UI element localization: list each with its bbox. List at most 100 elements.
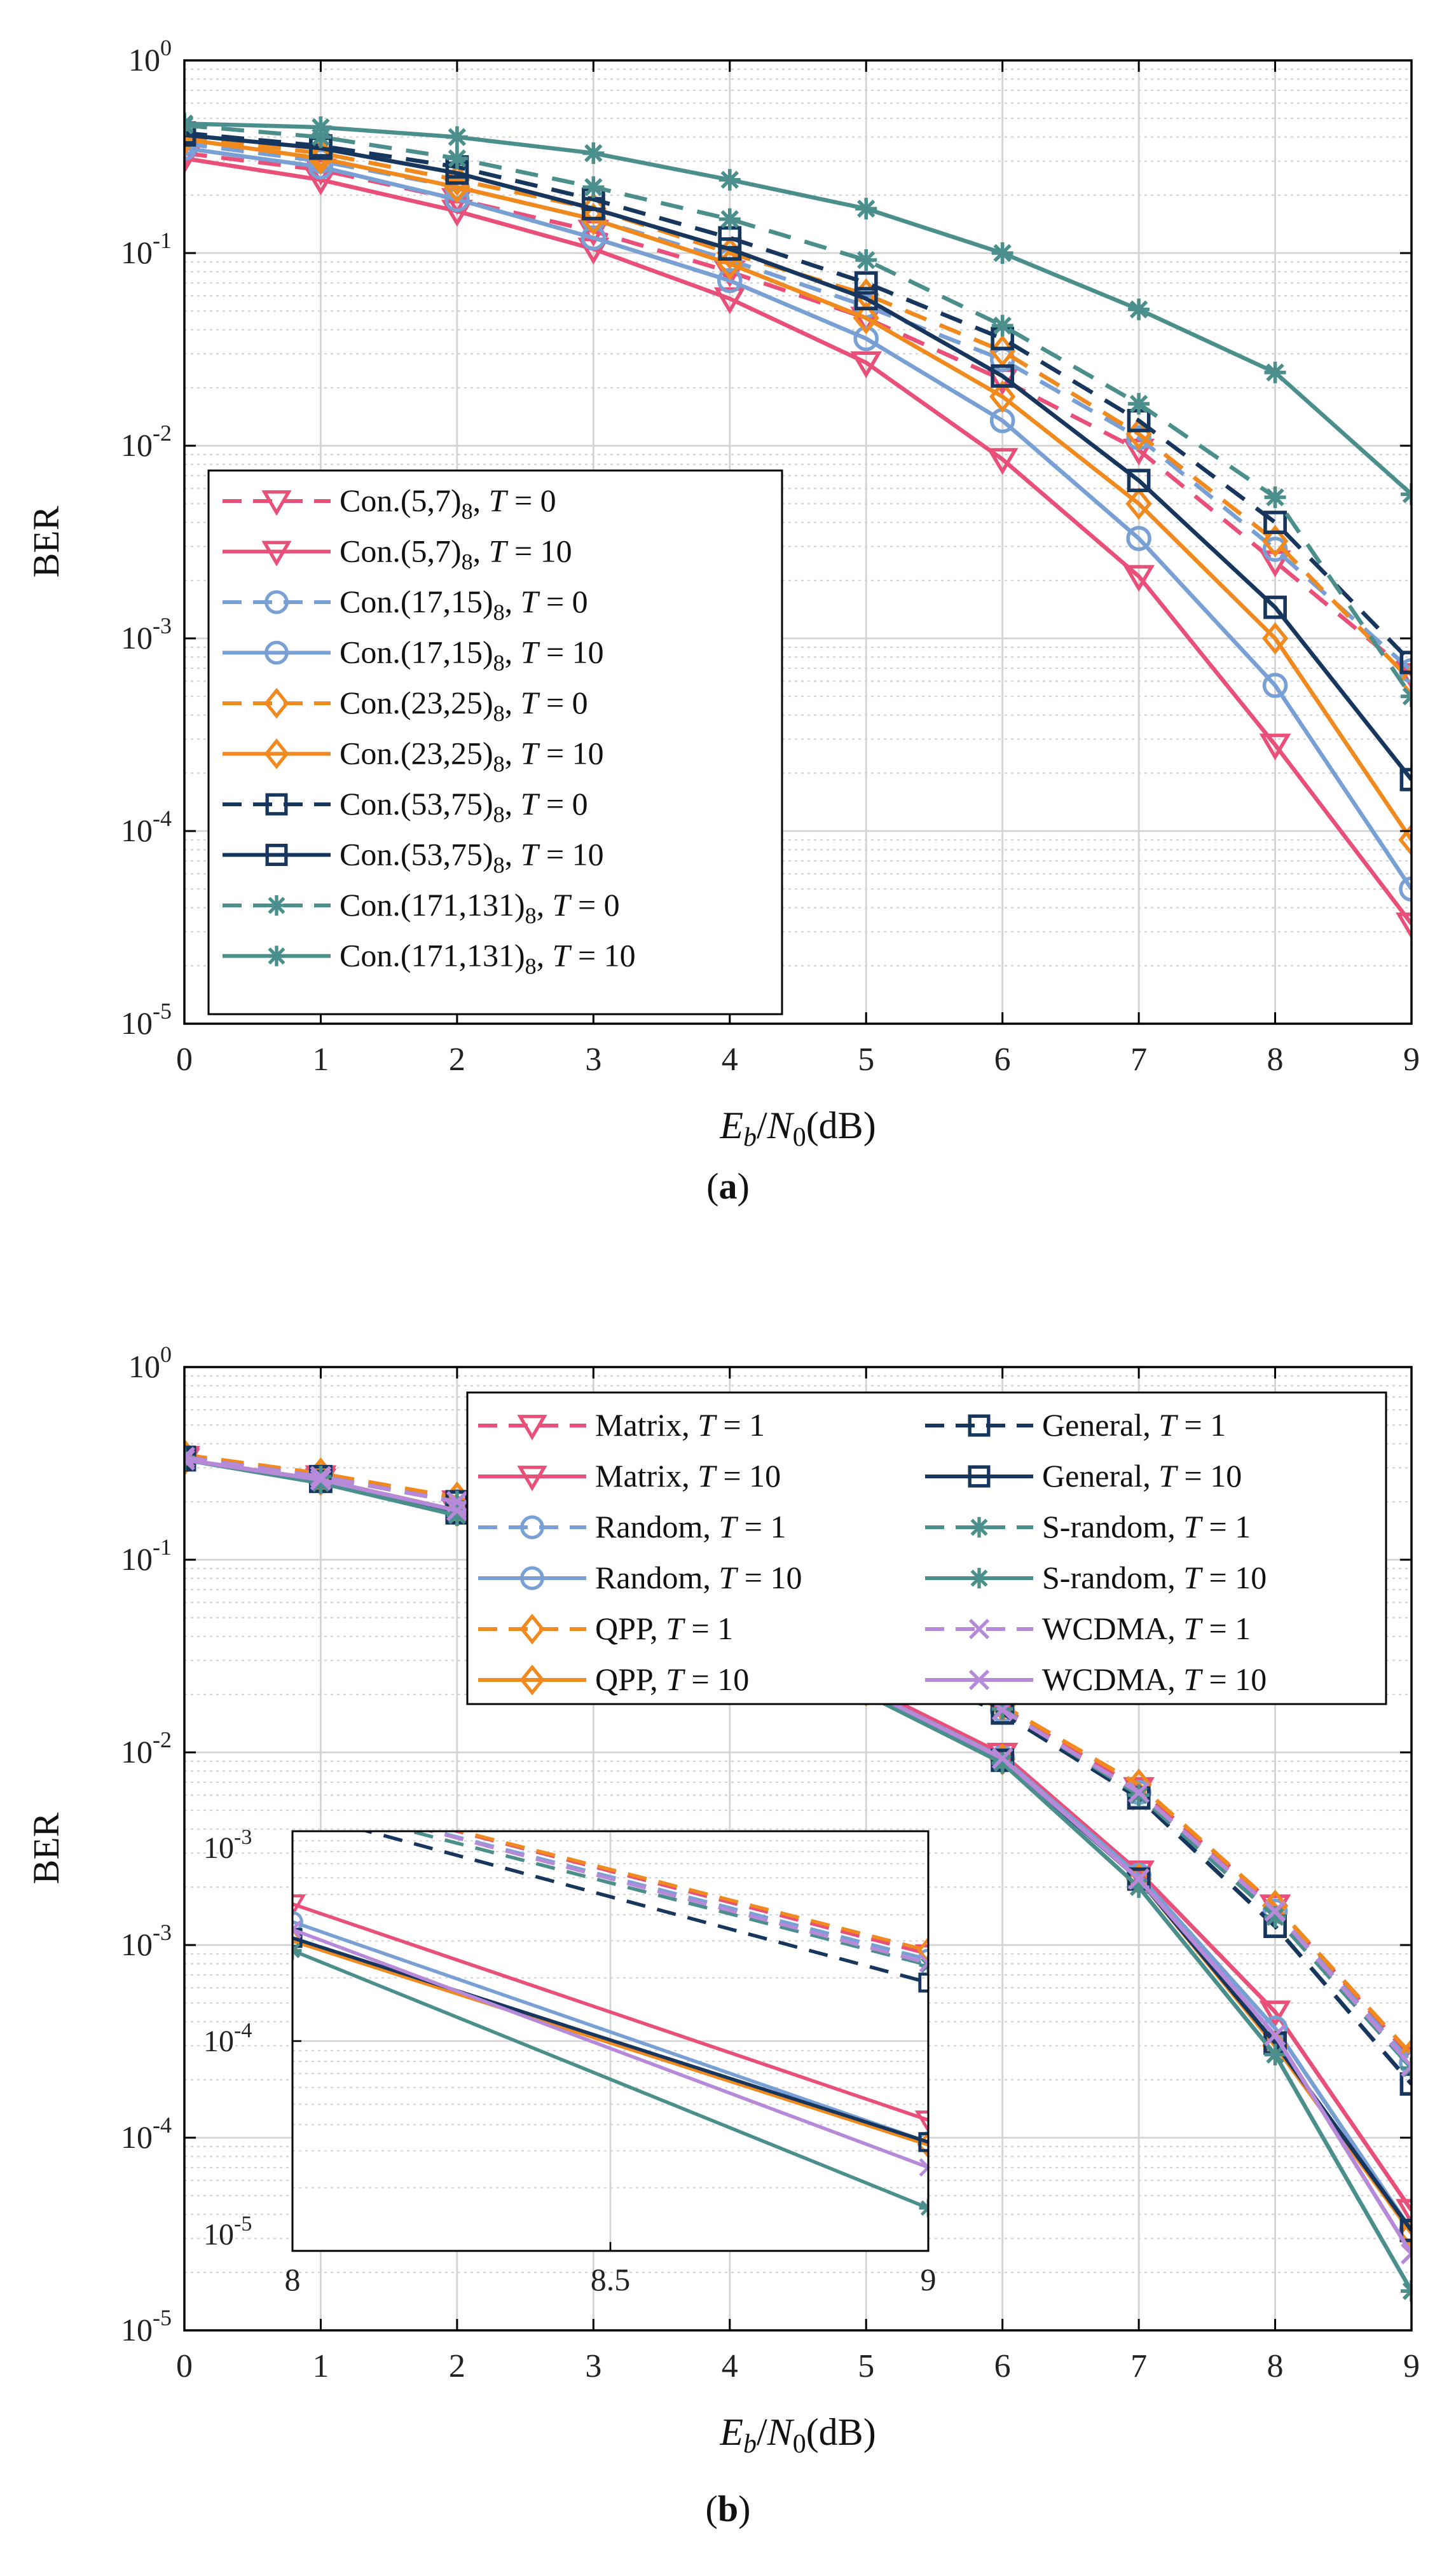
data-point	[1398, 823, 1411, 856]
legend-entry-con-17-15-8-t-0: Con.(17,15)8, T = 0	[223, 584, 588, 625]
y-tick-label: 10-1	[121, 1534, 172, 1577]
data-point	[991, 364, 1015, 388]
legend-marker	[517, 1466, 547, 1492]
series-con-5-7-8-t-10	[184, 147, 1411, 940]
legend-label: Con.(17,15)8, T = 0	[340, 584, 588, 625]
legend-label: General, T = 1	[1042, 1407, 1226, 1443]
inset-y-tick-label: 10-5	[203, 2212, 252, 2252]
data-point	[718, 168, 741, 191]
legend-entry-general-t-1: General, T = 1	[925, 1407, 1226, 1443]
series-qpp-t-1-inset	[284, 1777, 928, 1965]
legend-entry-wcdma-t-1: WCDMA, T = 1	[925, 1611, 1251, 1646]
data-point	[184, 1448, 195, 1471]
data-point	[1396, 912, 1411, 940]
series-a	[184, 113, 1411, 940]
data-point	[1398, 2217, 1411, 2250]
data-point	[1401, 2055, 1411, 2077]
series-con-53-75-8-t-10	[184, 123, 1411, 792]
x-tick-label: 1	[312, 2348, 329, 2384]
data-point	[1126, 526, 1151, 551]
y-axis-label: BER	[25, 505, 67, 577]
data-point	[582, 176, 605, 198]
series-line	[292, 1936, 928, 2144]
legend-entry-con-53-75-8-t-10: Con.(53,75)8, T = 10	[223, 837, 604, 878]
legend-label: Con.(5,7)8, T = 0	[340, 483, 556, 524]
data-point	[1128, 1781, 1150, 1803]
x-tick-label: 5	[858, 2348, 874, 2384]
legend-label: Con.(171,131)8, T = 0	[340, 887, 620, 928]
y-tick-label: 10-1	[121, 228, 172, 270]
data-point	[1264, 2024, 1286, 2046]
series-line	[184, 146, 1411, 891]
data-point	[1401, 483, 1411, 505]
x-tick-label: 7	[1130, 2348, 1147, 2384]
legend-marker	[519, 1664, 545, 1696]
legend-box	[466, 1391, 1387, 1705]
x-axis-label: Eb/N0(dB)	[719, 1104, 876, 1152]
legend-entry-qpp-t-10: QPP, T = 10	[478, 1661, 749, 1697]
y-tick-label: 10-5	[121, 2305, 172, 2348]
data-point	[919, 1954, 928, 1972]
legend-b: Matrix, T = 1 Matrix, T = 10 Random, T = 1…	[466, 1391, 1387, 1705]
legend-label: Con.(23,25)8, T = 0	[340, 685, 588, 726]
series-line	[184, 156, 1411, 925]
inset-plot: 10-5 10-4 10-3 8 8.5 9	[203, 1777, 937, 2297]
axes-frame	[183, 59, 1413, 1025]
y-tick-label: 10-2	[121, 1727, 172, 1770]
x-tick-label: 9	[1403, 1042, 1420, 1078]
legend-entry-con-5-7-8-t-0: Con.(5,7)8, T = 0	[223, 483, 556, 524]
series-line	[361, 1831, 928, 1984]
data-point	[292, 1911, 303, 1933]
legend-marker	[968, 1516, 990, 1538]
data-point	[1398, 664, 1411, 698]
data-point	[1398, 2038, 1411, 2071]
data-point	[855, 249, 877, 271]
data-point	[1401, 2280, 1411, 2302]
x-tick-label: 1	[312, 1042, 329, 1078]
data-point	[717, 268, 743, 294]
data-point	[1261, 622, 1289, 655]
inset-y-tick-label: 10-3	[203, 1826, 252, 1865]
legend-marker	[968, 1669, 990, 1691]
y-axis-label: BER	[25, 1812, 67, 1884]
sublabel-a: (a)	[706, 1165, 750, 1207]
y-tick-label: 10-5	[121, 998, 172, 1041]
data-point	[1128, 393, 1150, 415]
data-point	[284, 1786, 301, 1803]
data-point	[1128, 1868, 1150, 1890]
x-tick-label: 8	[1267, 2348, 1284, 2384]
legend-entry-qpp-t-1: QPP, T = 1	[478, 1611, 733, 1646]
data-point	[310, 1469, 332, 1491]
data-point	[1396, 2199, 1411, 2226]
legend-entry-matrix-t-1: Matrix, T = 1	[478, 1407, 765, 1443]
series-line	[184, 137, 1411, 841]
x-tick-label: 4	[722, 1042, 738, 1078]
legend-marker	[261, 540, 292, 567]
y-tick-label: 10-3	[121, 1920, 172, 1962]
data-point	[1263, 511, 1287, 534]
y-tick-label: 10-2	[121, 420, 172, 463]
legend-marker	[517, 1415, 547, 1441]
data-point	[1261, 525, 1289, 558]
x-tick-label: 3	[585, 2348, 601, 2384]
data-point	[1264, 486, 1286, 509]
data-point	[446, 1499, 468, 1522]
data-point	[917, 1937, 928, 1965]
legend-label: Matrix, T = 1	[595, 1407, 765, 1443]
legend-marker	[265, 793, 288, 816]
legend-label: Con.(17,15)8, T = 10	[340, 635, 604, 676]
data-point	[284, 1785, 302, 1803]
series-line	[404, 1831, 928, 1967]
data-point	[446, 126, 468, 148]
legend-entry-s-random-t-1: S-random, T = 1	[925, 1509, 1251, 1544]
series-line	[292, 1920, 928, 2144]
data-point	[713, 287, 746, 315]
series-line	[292, 1902, 928, 2122]
data-point	[991, 1747, 1013, 1770]
data-point	[580, 225, 607, 251]
series-wcdma-t-1-inset	[284, 1786, 928, 1972]
data-point	[284, 1777, 302, 1800]
legend-label: Con.(23,25)8, T = 10	[340, 736, 604, 777]
legend-marker	[264, 590, 289, 614]
